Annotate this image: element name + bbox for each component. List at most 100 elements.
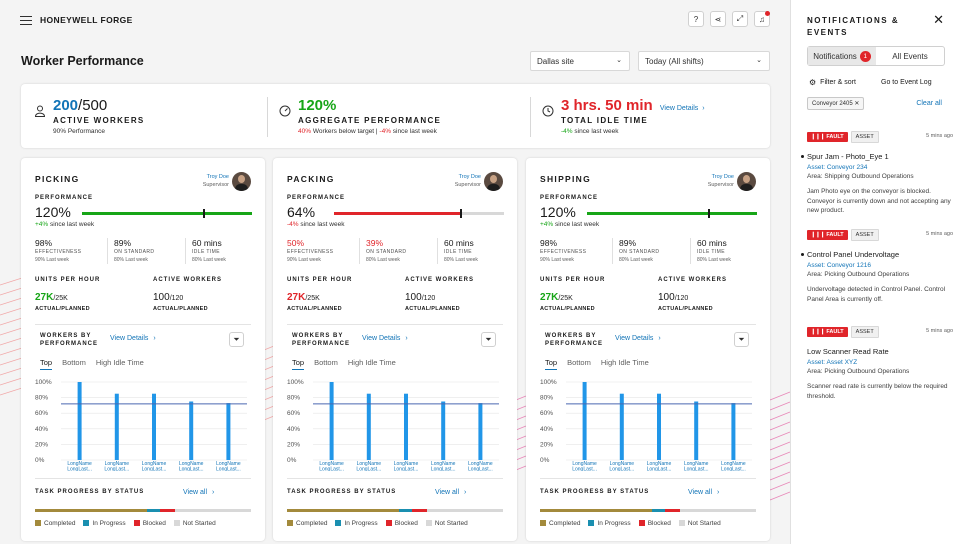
menu-icon[interactable] xyxy=(20,15,32,25)
bar[interactable] xyxy=(114,393,119,460)
x-tick-label[interactable]: LongLast... xyxy=(67,467,92,472)
x-tick-label[interactable]: LongLast... xyxy=(216,467,241,472)
avatar[interactable] xyxy=(484,172,503,191)
bar[interactable] xyxy=(329,382,334,460)
supervisor-name[interactable]: Troy Doe xyxy=(206,174,229,180)
close-icon[interactable]: ✕ xyxy=(854,101,860,107)
x-tick-label[interactable]: LongLast... xyxy=(647,467,672,472)
view-details-link[interactable]: View Details › xyxy=(615,335,661,342)
x-tick-label[interactable]: LongName xyxy=(468,461,493,467)
view-all-link[interactable]: View all › xyxy=(435,489,467,496)
view-all-link[interactable]: View all › xyxy=(688,489,720,496)
notification-item[interactable]: ❙❙❙ FAULT ASSET 5 mins ago Control Panel… xyxy=(801,229,953,304)
tab-high-idle-time[interactable]: High Idle Time xyxy=(95,358,144,367)
x-tick-label[interactable]: LongLast... xyxy=(356,467,381,472)
clear-all-link[interactable]: Clear all xyxy=(916,100,942,107)
notification-asset-link[interactable]: Asset: Asset XYZ xyxy=(807,359,858,366)
view-details-link[interactable]: View Details xyxy=(659,105,699,112)
notification-item[interactable]: ❙❙❙ FAULT ASSET 5 mins ago Low Scanner R… xyxy=(807,326,953,401)
x-tick-label[interactable]: LongLast... xyxy=(104,467,129,472)
tab-top[interactable]: Top xyxy=(292,358,305,370)
view-details-link[interactable]: View Details › xyxy=(110,335,156,342)
bar[interactable] xyxy=(152,393,156,460)
tab-bottom[interactable]: Bottom xyxy=(314,358,338,367)
x-tick-label[interactable]: LongLast... xyxy=(319,467,344,472)
x-tick-label[interactable]: LongName xyxy=(721,461,746,467)
card-title: PACKING xyxy=(287,174,335,184)
avatar[interactable] xyxy=(737,172,756,191)
help-icon[interactable]: ? xyxy=(688,11,704,27)
tab-top[interactable]: Top xyxy=(545,358,558,370)
site-select[interactable]: Dallas site ⌄ xyxy=(530,51,630,71)
time-select[interactable]: Today (All shifts) ⌄ xyxy=(638,51,770,71)
notification-asset-link[interactable]: Asset: Conveyor 234 xyxy=(807,164,868,171)
x-tick-label[interactable]: LongLast... xyxy=(572,467,597,472)
x-tick-label[interactable]: LongLast... xyxy=(179,467,204,472)
idle-time-label: IDLE TIME xyxy=(444,249,472,255)
performance-value: 120% xyxy=(35,204,71,220)
bell-icon[interactable]: ♫ xyxy=(754,11,770,27)
filter-chip[interactable]: Conveyor 2405 ✕ xyxy=(807,97,865,110)
on-standard-value: 89% xyxy=(114,238,132,248)
x-tick-label[interactable]: LongLast... xyxy=(684,467,709,472)
x-tick-label[interactable]: LongLast... xyxy=(609,467,634,472)
task-progress-bar xyxy=(35,509,251,512)
bar[interactable] xyxy=(77,382,82,460)
view-details-link[interactable]: View Details › xyxy=(362,335,408,342)
bar[interactable] xyxy=(366,393,371,460)
x-tick-label[interactable]: LongName xyxy=(647,461,672,467)
tab-all-events[interactable]: All Events xyxy=(892,51,928,61)
tab-bottom[interactable]: Bottom xyxy=(567,358,591,367)
effectiveness-sub: 90% Last week xyxy=(287,257,321,263)
filter-icon[interactable]: ⏷ xyxy=(229,332,244,347)
bar[interactable] xyxy=(731,403,736,460)
supervisor-name[interactable]: Troy Doe xyxy=(458,174,481,180)
x-tick-label[interactable]: LongName xyxy=(105,461,130,467)
bar[interactable] xyxy=(582,382,587,460)
view-all-link[interactable]: View all › xyxy=(183,489,215,496)
x-tick-label[interactable]: LongName xyxy=(431,461,456,467)
tab-high-idle-time[interactable]: High Idle Time xyxy=(600,358,649,367)
x-tick-label[interactable]: LongName xyxy=(684,461,709,467)
bar[interactable] xyxy=(478,403,483,460)
x-tick-label[interactable]: LongName xyxy=(67,461,92,467)
go-to-event-log-button[interactable]: Go to Event Log xyxy=(881,78,932,86)
workers-tabs: Top Bottom High Idle Time xyxy=(545,358,649,370)
bar[interactable] xyxy=(657,393,661,460)
avatar[interactable] xyxy=(232,172,251,191)
expand-icon[interactable]: ⤢ xyxy=(732,11,748,27)
bar[interactable] xyxy=(404,393,408,460)
x-tick-label[interactable]: LongLast... xyxy=(468,467,493,472)
x-tick-label[interactable]: LongLast... xyxy=(142,467,167,472)
filter-icon[interactable]: ⏷ xyxy=(481,332,496,347)
x-tick-label[interactable]: LongName xyxy=(319,461,344,467)
bar[interactable] xyxy=(189,401,194,461)
x-tick-label[interactable]: LongName xyxy=(572,461,597,467)
close-icon[interactable]: ✕ xyxy=(933,12,944,27)
bar[interactable] xyxy=(694,401,699,461)
notification-item[interactable]: ❙❙❙ FAULT ASSET 5 mins ago Spur Jam - Ph… xyxy=(801,131,953,216)
tab-bottom[interactable]: Bottom xyxy=(62,358,86,367)
x-tick-label[interactable]: LongLast... xyxy=(394,467,419,472)
supervisor-name[interactable]: Troy Doe xyxy=(711,174,734,180)
tab-top[interactable]: Top xyxy=(40,358,53,370)
share-icon[interactable]: ⋖ xyxy=(710,11,726,27)
x-tick-label[interactable]: LongName xyxy=(142,461,167,467)
bar[interactable] xyxy=(441,401,446,461)
filter-sort-button[interactable]: ⚙ Filter & sort xyxy=(809,77,856,87)
tab-notifications[interactable]: Notifications 1 xyxy=(808,47,876,65)
filter-icon[interactable]: ⏷ xyxy=(734,332,749,347)
bar[interactable] xyxy=(226,403,231,460)
x-tick-label[interactable]: LongName xyxy=(179,461,204,467)
bar[interactable] xyxy=(619,393,624,460)
x-tick-label[interactable]: LongLast... xyxy=(431,467,456,472)
gauge-icon xyxy=(279,105,291,117)
x-tick-label[interactable]: LongName xyxy=(610,461,635,467)
tab-high-idle-time[interactable]: High Idle Time xyxy=(347,358,396,367)
notification-asset-link[interactable]: Asset: Conveyor 1216 xyxy=(807,262,871,269)
x-tick-label[interactable]: LongLast... xyxy=(721,467,746,472)
x-tick-label[interactable]: LongName xyxy=(394,461,419,467)
y-tick-label: 80% xyxy=(287,395,300,402)
x-tick-label[interactable]: LongName xyxy=(216,461,241,467)
x-tick-label[interactable]: LongName xyxy=(357,461,382,467)
